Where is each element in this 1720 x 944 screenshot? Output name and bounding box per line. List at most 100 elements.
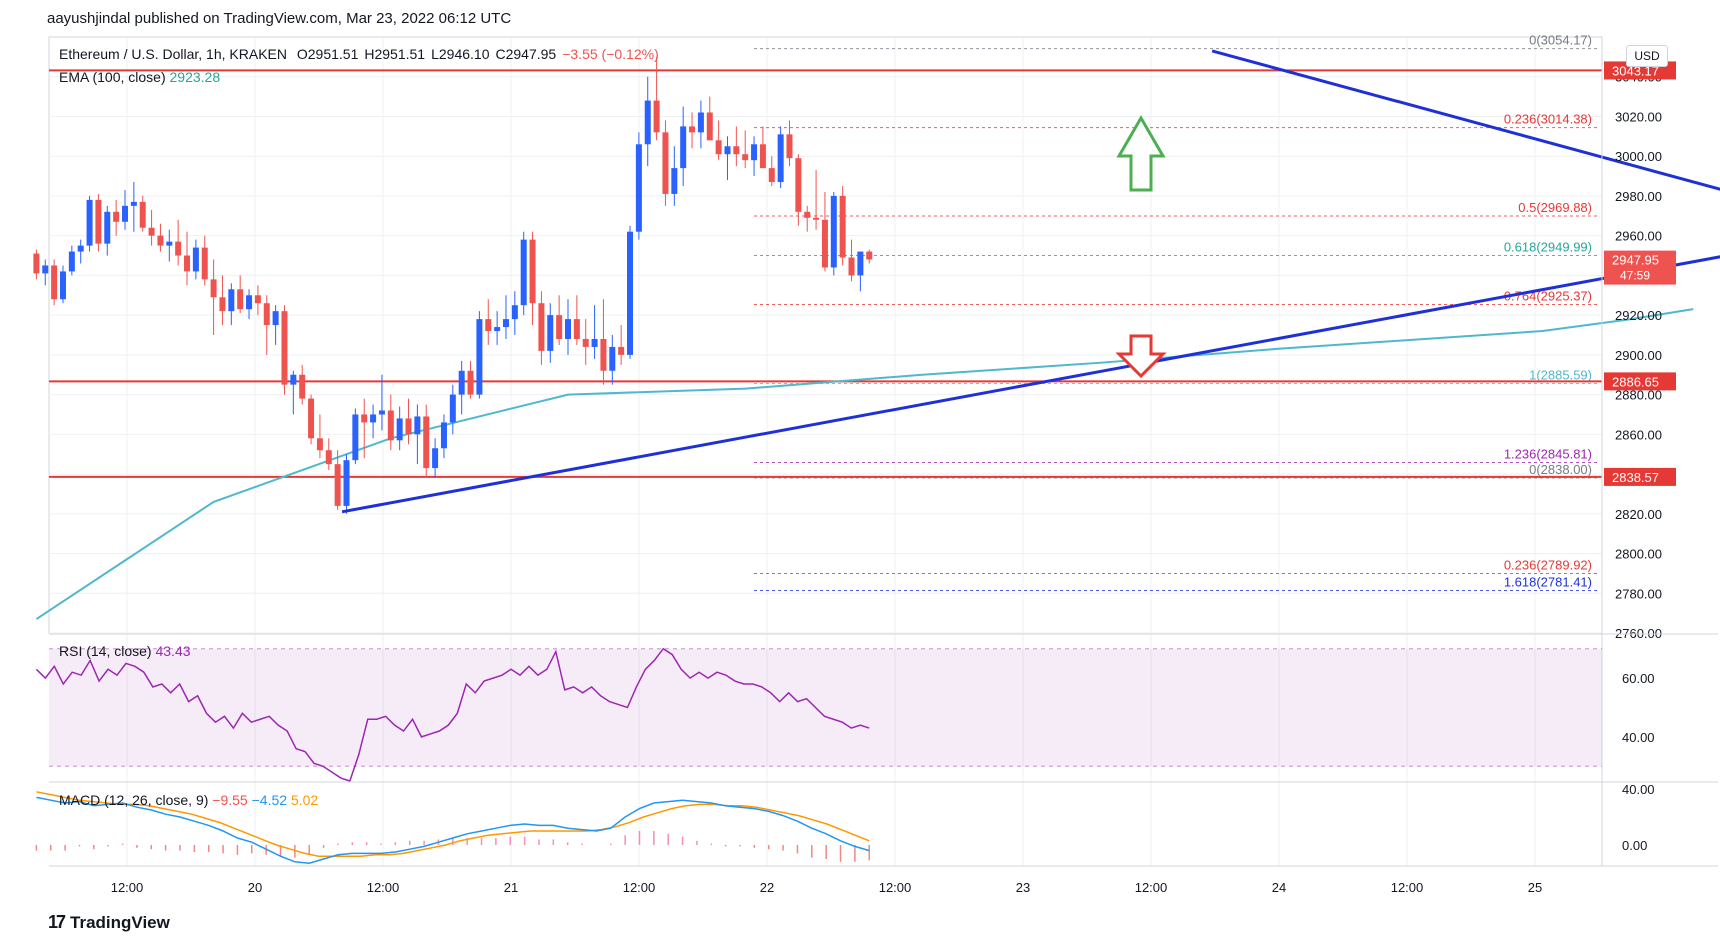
price-badge [1604, 250, 1676, 285]
candle-body [582, 338, 589, 347]
fib-level-label: 0.236(2789.92) [1504, 558, 1592, 573]
ema-legend[interactable]: EMA (100, close) 2923.28 [59, 69, 220, 85]
rising-support-trendline [341, 255, 1720, 514]
tradingview-brand: TradingView [70, 912, 170, 932]
price-tick-label: 2960.00 [1615, 229, 1662, 244]
candle-body [813, 217, 820, 220]
rsi-tick-label: 40.00 [1622, 730, 1655, 745]
symbol-legend[interactable]: Ethereum / U.S. Dollar, 1h, KRAKEN O2951… [59, 46, 665, 62]
candle-body [600, 338, 607, 371]
ohlc-values: O2951.51 H2951.51 L2946.10 C2947.95 −3.55 (−… [297, 46, 665, 62]
price-tick-label: 3000.00 [1615, 149, 1662, 164]
candle-body [485, 319, 492, 332]
price-tick-label: 2980.00 [1615, 189, 1662, 204]
open-value: O2951.51 [296, 46, 359, 62]
candle-body [742, 154, 749, 161]
macd-hist-value: −9.55 [212, 792, 248, 808]
fib-level-label: 1(2885.59) [1529, 367, 1592, 382]
up-arrow [1116, 115, 1166, 192]
down-arrow [1115, 334, 1167, 379]
time-tick-label: 12:00 [111, 880, 144, 895]
price-tick-label: 2820.00 [1615, 507, 1662, 522]
candle-body [370, 414, 377, 423]
low-value: L2946.10 [431, 46, 490, 62]
symbol-title: Ethereum / U.S. Dollar, 1h, KRAKEN [59, 46, 287, 62]
candle-body [308, 398, 315, 439]
candle-body [281, 311, 288, 385]
time-tick-label: 12:00 [879, 880, 912, 895]
candle-body [866, 251, 873, 260]
rsi-legend[interactable]: RSI (14, close) 43.43 [59, 643, 191, 659]
price-badge-label: 3043.17 [1612, 63, 1659, 78]
ema-100-line [35, 308, 1694, 620]
candle-body [759, 144, 766, 169]
macd-signal-value: 5.02 [290, 792, 319, 808]
arrows[interactable] [1115, 115, 1167, 379]
macd-pane[interactable]: 0.00 40.00 [35, 781, 1718, 867]
candle-body [467, 370, 474, 395]
candle-body [644, 100, 651, 145]
rsi-pane[interactable]: 40.00 60.00 [35, 633, 1718, 782]
price-tick-label: 2920.00 [1615, 308, 1662, 323]
price-tick-label: 2860.00 [1615, 427, 1662, 442]
candle-body [290, 374, 297, 385]
candle-body [51, 265, 58, 300]
candle-body [547, 315, 554, 351]
macd-line-value: −4.52 [251, 792, 288, 808]
time-tick-label: 24 [1272, 880, 1286, 895]
candle-body [192, 247, 199, 272]
candle-body [432, 448, 439, 469]
candle-body [272, 311, 279, 326]
rsi-value: 43.43 [155, 643, 191, 659]
price-axis[interactable]: 2760.002780.002800.002820.002840.002860.… [1601, 37, 1676, 866]
candle-body [59, 271, 66, 300]
change-value: −3.55 (−0.12%) [562, 46, 659, 62]
candle-body [494, 327, 501, 332]
candle-body [573, 319, 580, 339]
candle-body [804, 211, 811, 218]
candle-body [405, 418, 412, 435]
tradingview-logo-icon: 17 [48, 912, 66, 932]
candle-body [113, 211, 120, 222]
candle-body [458, 370, 465, 395]
candle-body [299, 374, 306, 399]
price-tick-label: 3020.00 [1615, 109, 1662, 124]
candle-body [520, 239, 527, 306]
trendlines[interactable] [341, 49, 1720, 514]
fib-level-label: 0(2838.00) [1529, 462, 1592, 477]
rsi-band [49, 648, 1602, 767]
price-badge-label: 2947.95 [1612, 253, 1659, 268]
candle-body [104, 211, 111, 244]
currency-button[interactable]: USD [1626, 45, 1668, 67]
fib-retracement[interactable]: 0(3054.17) 0.236(3014.38) 0.5(2969.88) 0.61… [754, 33, 1598, 591]
time-tick-label: 12:00 [1391, 880, 1424, 895]
candle-body [343, 460, 350, 506]
time-axis[interactable]: 12:00 20 12:00 21 12:00 22 12:00 23 12:00 24 12:00… [111, 880, 1543, 895]
candle-body [449, 394, 456, 423]
candle-body [795, 158, 802, 212]
ema-value: 2923.28 [169, 69, 221, 85]
candle-body [671, 168, 678, 194]
rsi-tick-label: 60.00 [1622, 671, 1655, 686]
ema-line [35, 308, 1694, 620]
candle-body [157, 235, 164, 246]
ema-label: EMA (100, close) [59, 69, 166, 85]
candle-body [848, 257, 855, 276]
candle-body [86, 199, 93, 246]
candle-body [733, 146, 740, 155]
time-tick-label: 20 [248, 880, 262, 895]
candle-body [706, 112, 713, 141]
tradingview-logo[interactable]: 17 TradingView [48, 912, 170, 933]
candle-body [680, 126, 687, 169]
candle-body [122, 205, 128, 222]
price-tick-label: 2880.00 [1615, 388, 1662, 403]
candle-body [591, 338, 598, 347]
price-tick-label: 2900.00 [1615, 348, 1662, 363]
candle-body [68, 251, 75, 272]
macd-legend[interactable]: MACD (12, 26, close, 9) −9.55 −4.52 5.02 [59, 792, 318, 808]
candle-body [830, 195, 837, 268]
candle-body [139, 201, 146, 228]
candle-body [175, 241, 182, 256]
price-badge [1604, 467, 1676, 486]
